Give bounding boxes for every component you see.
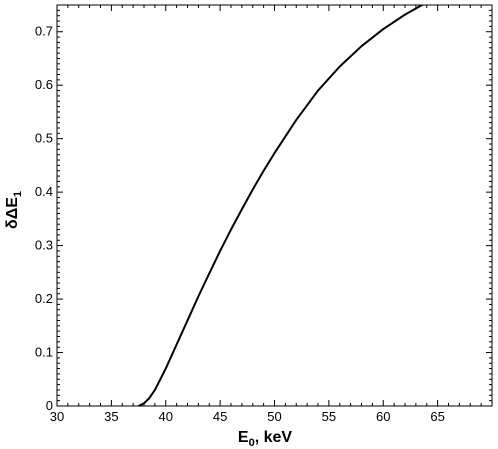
y-axis-label-sub: 1 [12, 191, 24, 197]
x-axis-label: E0, keV [238, 429, 292, 449]
x-tick-label: 45 [213, 409, 227, 424]
y-axis-label: δΔE1 [4, 191, 24, 229]
y-tick-label: 0 [46, 398, 53, 413]
y-tick-label: 0.2 [35, 291, 53, 306]
y-axis-label-main: δΔE [4, 197, 21, 229]
x-axis-ticks: 30 35 40 45 50 55 60 65 [50, 5, 482, 424]
x-tick-label: 65 [430, 409, 444, 424]
y-tick-label: 0.5 [35, 131, 53, 146]
y-tick-label: 0.3 [35, 238, 53, 253]
y-tick-label: 0.7 [35, 24, 53, 39]
series-line-1 [138, 5, 425, 406]
series-group [138, 5, 425, 406]
x-tick-label: 40 [159, 409, 173, 424]
x-axis-label-rest: , keV [255, 429, 293, 446]
x-tick-label: 30 [50, 409, 64, 424]
x-axis-label-sub: 0 [249, 437, 255, 449]
x-tick-label: 50 [267, 409, 281, 424]
y-axis-ticks: 0 0.1 0.2 0.3 0.4 0.5 0.6 0.7 [35, 9, 492, 413]
x-axis-label-main: E [238, 429, 249, 446]
plot-border [56, 4, 493, 407]
y-tick-label: 0.6 [35, 77, 53, 92]
plot-frame [56, 4, 493, 407]
x-tick-label: 60 [376, 409, 390, 424]
y-tick-label: 0.4 [35, 184, 53, 199]
x-tick-label: 35 [104, 409, 118, 424]
x-tick-label: 55 [322, 409, 336, 424]
y-tick-label: 0.1 [35, 345, 53, 360]
